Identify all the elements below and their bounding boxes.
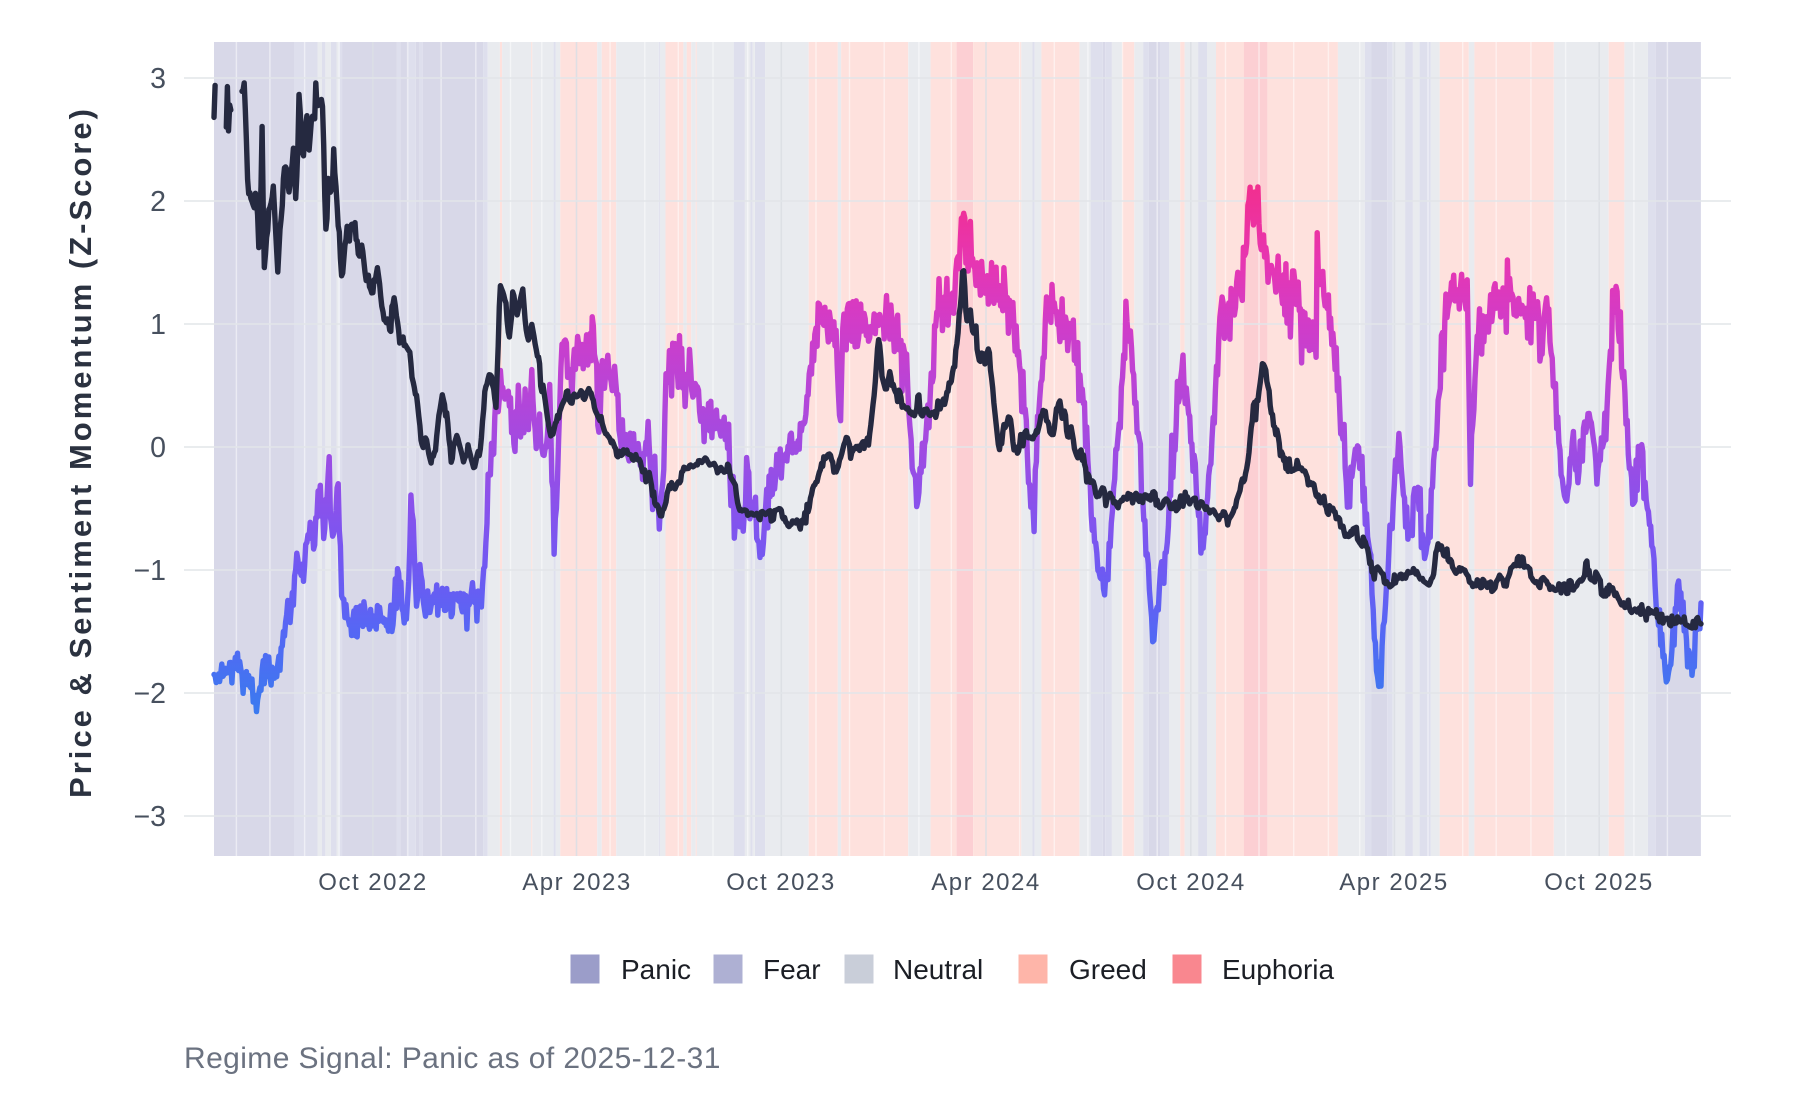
svg-text:Greed: Greed: [1069, 954, 1147, 985]
svg-text:Panic: Panic: [621, 954, 691, 985]
svg-text:1: 1: [150, 309, 166, 341]
svg-text:Neutral: Neutral: [893, 954, 983, 985]
svg-text:Euphoria: Euphoria: [1222, 954, 1335, 985]
svg-text:3: 3: [150, 63, 166, 95]
svg-text:Oct 2023: Oct 2023: [726, 869, 835, 896]
svg-text:−3: −3: [134, 801, 167, 833]
svg-text:Oct 2022: Oct 2022: [318, 869, 427, 896]
svg-text:−1: −1: [134, 555, 167, 587]
svg-text:Oct 2024: Oct 2024: [1136, 869, 1245, 896]
svg-text:Apr 2025: Apr 2025: [1339, 869, 1448, 896]
svg-text:Apr 2024: Apr 2024: [931, 869, 1040, 896]
svg-text:Fear: Fear: [763, 954, 821, 985]
svg-text:0: 0: [150, 432, 166, 464]
svg-text:−2: −2: [134, 678, 167, 710]
svg-text:Price & Sentiment Momentum (Z-: Price & Sentiment Momentum (Z-Score): [63, 106, 98, 798]
svg-text:Oct 2025: Oct 2025: [1544, 869, 1653, 896]
svg-text:Regime Signal: Panic as of 202: Regime Signal: Panic as of 2025-12-31: [184, 1042, 721, 1075]
svg-text:2: 2: [150, 186, 166, 218]
svg-text:Apr 2023: Apr 2023: [522, 869, 631, 896]
